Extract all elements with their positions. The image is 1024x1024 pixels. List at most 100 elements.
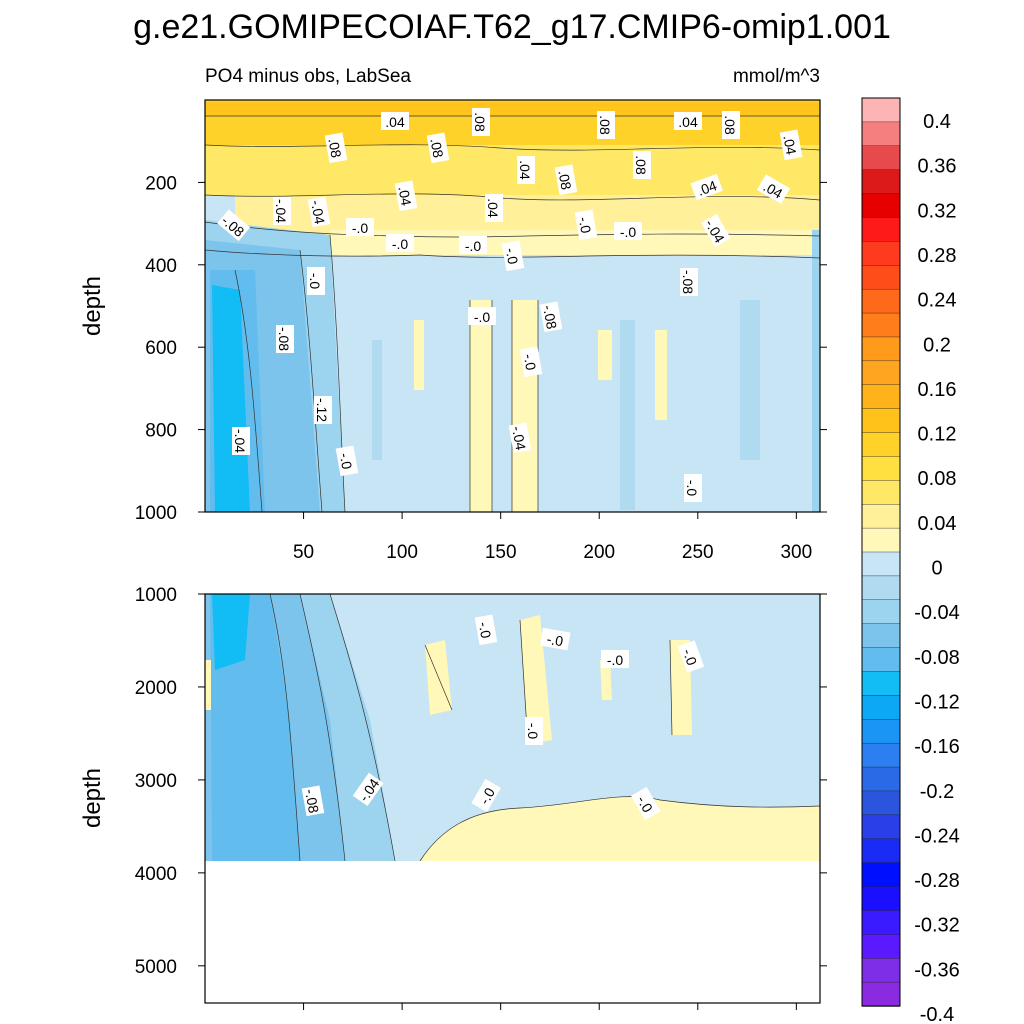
- upper-contour-label: -.08: [539, 301, 563, 333]
- contour-label-box: [307, 267, 325, 295]
- colorbar-swatch: [861, 671, 901, 697]
- upper-plot-area: [204, 100, 821, 513]
- upper-contour-label: .08: [472, 108, 490, 136]
- contour-label-box: [468, 307, 496, 325]
- upper-blue-column-2: [620, 320, 635, 510]
- colorbar-swatch: [861, 193, 901, 219]
- colorbar-swatch: [861, 719, 901, 744]
- colorbar-swatch: [861, 336, 901, 362]
- colorbar-label: 0.28: [918, 245, 957, 267]
- upper-x-tick-label: 100: [386, 542, 418, 563]
- upper-pale-column-2: [512, 300, 538, 512]
- contour-label-box: [386, 234, 414, 252]
- lower-plot-area: [205, 593, 821, 862]
- upper-pale-column-4: [598, 330, 612, 380]
- upper-contour-label: .08: [633, 151, 651, 179]
- upper-contour-label: -.04: [273, 197, 291, 225]
- lower-nodata-region: [205, 861, 820, 1003]
- upper-contour-label: -.08: [680, 268, 698, 296]
- contour-label-box: [471, 778, 501, 813]
- upper-contour-label: .08: [722, 111, 740, 139]
- contour-label-text: .08: [722, 115, 738, 135]
- colorbar-label: -0.4: [920, 1004, 954, 1024]
- upper-x-axis: 50 100 150 200 250 300: [293, 512, 812, 563]
- upper-frame: [204, 99, 821, 513]
- upper-x-tick-label: 250: [682, 542, 714, 563]
- upper-pale-column-1: [470, 300, 492, 512]
- contour-label-box: [631, 786, 661, 821]
- colorbar-label: -0.36: [914, 959, 960, 981]
- colorbar-swatch: [861, 265, 901, 290]
- colorbar-frame: [861, 97, 901, 1007]
- colorbar-label: 0.32: [918, 200, 957, 222]
- upper-y-tick-label: 200: [145, 173, 177, 194]
- upper-contour-label: -.0: [574, 209, 598, 241]
- contour-label-box: [381, 112, 409, 130]
- colorbar-swatch: [861, 312, 901, 338]
- colorbar-swatch: [861, 575, 901, 601]
- contour-label-text: .04: [678, 114, 698, 130]
- upper-y-tick-label: 600: [145, 338, 177, 359]
- contour-label-box: [517, 156, 535, 184]
- upper-contour-label: -.0: [459, 236, 487, 254]
- upper-pale-column-5: [655, 330, 667, 420]
- contour-label-box: [485, 194, 503, 222]
- colorbar-label: 0.36: [918, 156, 957, 178]
- upper-y-tick-label: 1000: [135, 503, 177, 524]
- contour-label-box: [554, 164, 578, 196]
- contour-label-text: -.0: [474, 309, 491, 325]
- upper-y-axis: 200 400 600 800 1000: [135, 173, 827, 524]
- upper-blue-column-1: [372, 340, 382, 460]
- colorbar-swatch: [861, 504, 901, 529]
- lower-contour-label: -.0: [677, 640, 705, 673]
- contour-label-text: -.08: [680, 270, 696, 294]
- lower-contour-lines: [269, 593, 821, 862]
- colorbar-swatch: [861, 790, 901, 816]
- lower-ylabel: depth: [79, 768, 106, 828]
- upper-contour-label: .08: [554, 164, 578, 196]
- colorbar-swatch: [861, 145, 901, 171]
- colorbar-swatch: [861, 241, 901, 266]
- colorbar-label: -0.16: [914, 736, 960, 758]
- upper-contour-label: -.0: [468, 307, 496, 325]
- colorbar-label: -0.04: [914, 602, 960, 624]
- contour-label-box: [501, 240, 525, 272]
- contour-label-box: [394, 180, 418, 212]
- colorbar-swatch: [861, 934, 901, 959]
- colorbar-swatches: [861, 97, 901, 1007]
- contour-label-box: [690, 173, 723, 201]
- upper-contour-label: .04: [517, 156, 535, 184]
- contour-label-box: [519, 346, 543, 378]
- colorbar-swatch: [861, 408, 901, 434]
- contour-label-box: [633, 151, 651, 179]
- colorbar-label: -0.2: [920, 781, 954, 803]
- lower-pale-blob-4: [600, 660, 612, 700]
- lower-blue-core: [212, 594, 250, 670]
- lower-pale-blob-2: [520, 615, 552, 745]
- upper-x-tick-label: 200: [583, 542, 615, 563]
- contour-label-box: [335, 445, 359, 477]
- upper-blue-core: [212, 285, 250, 512]
- upper-contour-label: -.0: [614, 222, 642, 240]
- colorbar-swatch: [861, 695, 901, 720]
- contour-label-box: [680, 268, 698, 296]
- colorbar-label: 0: [931, 558, 942, 580]
- contour-label-box: [684, 474, 702, 502]
- upper-contour-label: .04: [779, 129, 803, 161]
- colorbar-label: 0.12: [918, 424, 957, 446]
- upper-contour-label: -.08: [276, 325, 294, 353]
- colorbar-swatch: [861, 910, 901, 936]
- colorbar-swatch: [861, 599, 901, 625]
- contour-label-text: -.08: [276, 327, 292, 351]
- contour-label-box: [779, 129, 803, 161]
- lower-bottom-positive: [420, 796, 820, 861]
- colorbar-swatch: [861, 551, 901, 577]
- contour-label-text: -.0: [684, 480, 700, 497]
- colorbar-swatch: [861, 432, 901, 458]
- contour-label-text: .08: [325, 137, 344, 159]
- upper-contour-labels: .04 .08 .08 .08 .04 .08 .08 .04 .08 .04 .08 .04 .04.…: [217, 108, 803, 502]
- contour-label-text: -.0: [352, 220, 369, 236]
- colorbar-swatch: [861, 886, 901, 912]
- upper-contour-label: -.0: [386, 234, 414, 252]
- colorbar-swatch: [861, 169, 901, 195]
